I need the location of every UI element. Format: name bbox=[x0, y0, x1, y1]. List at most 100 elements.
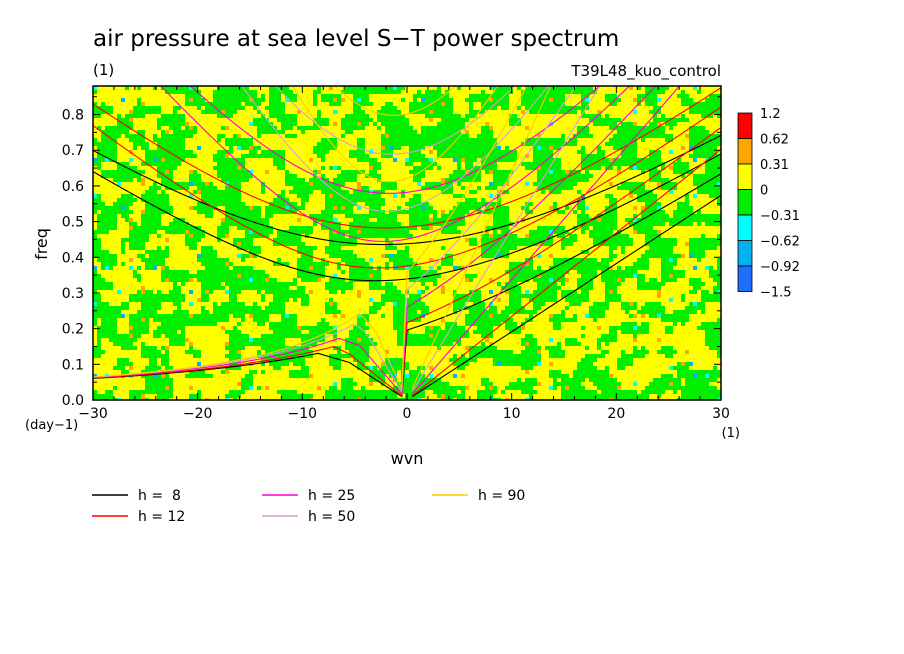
field-cell bbox=[525, 346, 541, 350]
field-cell bbox=[413, 178, 421, 182]
field-cell bbox=[141, 374, 153, 378]
field-cell bbox=[421, 130, 461, 134]
field-cell bbox=[529, 234, 553, 238]
field-cell bbox=[537, 178, 589, 182]
field-cell bbox=[649, 278, 657, 282]
field-cell bbox=[93, 162, 101, 166]
field-cell bbox=[201, 282, 221, 286]
field-cell bbox=[645, 386, 717, 390]
field-cell bbox=[101, 134, 121, 138]
field-cell bbox=[329, 234, 345, 238]
field-cell bbox=[313, 182, 345, 186]
field-cell bbox=[501, 390, 505, 394]
field-cell bbox=[165, 90, 201, 94]
field-cell bbox=[409, 214, 429, 218]
field-cell bbox=[621, 246, 625, 250]
field-cell bbox=[285, 206, 289, 210]
field-cell bbox=[121, 242, 125, 246]
field-cell bbox=[493, 222, 513, 226]
field-cell bbox=[289, 370, 309, 374]
field-cell bbox=[281, 122, 297, 126]
field-cell bbox=[277, 118, 297, 122]
field-cell bbox=[681, 174, 685, 178]
field-cell bbox=[93, 318, 97, 322]
field-cell bbox=[397, 338, 461, 342]
field-cell bbox=[717, 198, 721, 202]
field-cell bbox=[121, 314, 125, 318]
field-cell bbox=[137, 310, 157, 314]
field-cell bbox=[385, 254, 389, 258]
field-cell bbox=[425, 326, 429, 330]
field-cell bbox=[93, 250, 109, 254]
field-cell bbox=[441, 102, 445, 106]
field-cell bbox=[141, 398, 145, 400]
field-cell bbox=[301, 326, 333, 330]
field-cell bbox=[345, 206, 353, 210]
field-cell bbox=[613, 398, 649, 400]
field-cell bbox=[689, 126, 705, 130]
field-cell bbox=[437, 154, 517, 158]
field-cell bbox=[273, 158, 285, 162]
field-cell bbox=[637, 274, 645, 278]
field-cell bbox=[165, 278, 169, 282]
field-cell bbox=[357, 230, 361, 234]
field-cell bbox=[633, 122, 637, 126]
field-cell bbox=[481, 250, 509, 254]
field-cell bbox=[633, 230, 637, 234]
field-cell bbox=[549, 354, 565, 358]
field-cell bbox=[357, 366, 369, 370]
field-cell bbox=[649, 382, 669, 386]
field-cell bbox=[125, 218, 129, 222]
field-cell bbox=[133, 146, 137, 150]
field-cell bbox=[453, 302, 465, 306]
field-cell bbox=[613, 158, 661, 162]
field-cell bbox=[273, 162, 285, 166]
field-cell bbox=[173, 310, 189, 314]
field-cell bbox=[613, 290, 617, 294]
field-cell bbox=[381, 134, 385, 138]
field-cell bbox=[385, 102, 393, 106]
field-cell bbox=[185, 338, 189, 342]
field-cell bbox=[385, 358, 405, 362]
field-cell bbox=[549, 374, 569, 378]
field-cell bbox=[525, 126, 529, 130]
field-cell bbox=[141, 342, 145, 346]
field-cell bbox=[689, 250, 705, 254]
field-cell bbox=[461, 374, 465, 378]
field-cell bbox=[409, 170, 425, 174]
field-cell bbox=[561, 238, 577, 242]
field-cell bbox=[637, 326, 649, 330]
field-cell bbox=[129, 234, 149, 238]
field-cell bbox=[561, 390, 597, 394]
field-cell bbox=[381, 154, 393, 158]
field-cell bbox=[273, 330, 301, 334]
field-cell bbox=[501, 310, 537, 314]
x-unit-label: (1) bbox=[722, 426, 740, 441]
field-cell bbox=[121, 206, 125, 210]
field-cell bbox=[681, 98, 693, 102]
field-cell bbox=[129, 330, 149, 334]
field-cell bbox=[101, 130, 129, 134]
field-cell bbox=[341, 386, 353, 390]
field-cell bbox=[269, 86, 289, 90]
field-cell bbox=[253, 278, 265, 282]
field-cell bbox=[277, 390, 297, 394]
field-cell bbox=[193, 126, 197, 130]
field-cell bbox=[625, 310, 629, 314]
field-cell bbox=[129, 326, 133, 330]
field-cell bbox=[481, 342, 485, 346]
field-cell bbox=[97, 166, 101, 170]
field-cell bbox=[289, 206, 305, 210]
field-cell bbox=[309, 266, 313, 270]
field-cell bbox=[241, 258, 245, 262]
field-cell bbox=[481, 90, 485, 94]
field-cell bbox=[677, 94, 689, 98]
field-cell bbox=[357, 338, 361, 342]
field-cell bbox=[341, 170, 365, 174]
field-cell bbox=[509, 278, 529, 282]
field-cell bbox=[257, 322, 265, 326]
field-cell bbox=[433, 282, 437, 286]
field-cell bbox=[529, 398, 533, 400]
field-cell bbox=[589, 306, 609, 310]
field-cell bbox=[337, 350, 341, 354]
